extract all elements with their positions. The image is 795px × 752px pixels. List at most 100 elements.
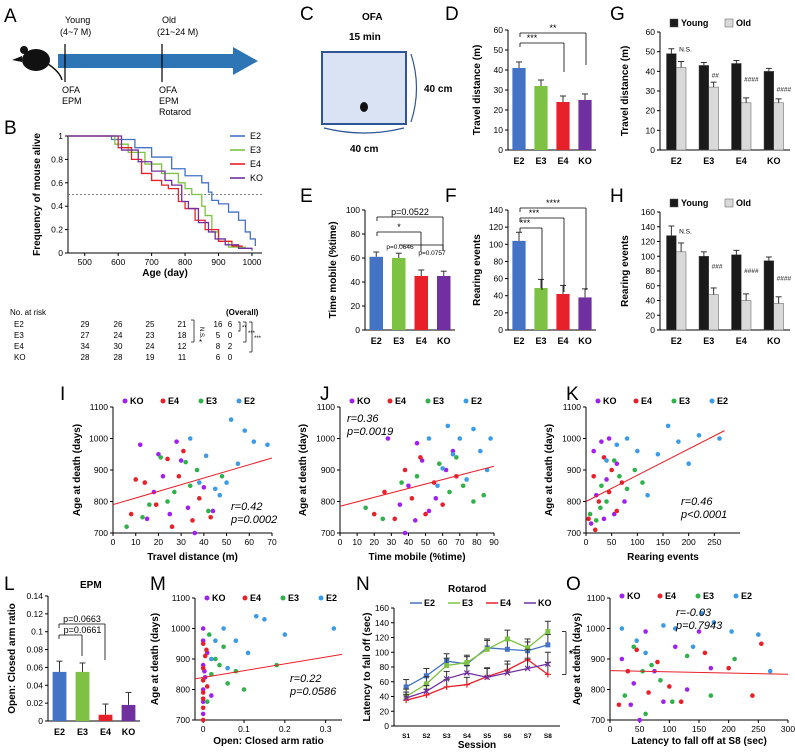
marker-KO xyxy=(403,695,410,701)
marker-E2 xyxy=(423,673,429,679)
y-tick-label: 120 xyxy=(641,237,655,247)
legend-dot-E3 xyxy=(198,398,204,404)
point-E2 xyxy=(464,477,469,482)
legend-label-E4: E4 xyxy=(168,396,179,406)
y-tick-label: 80 xyxy=(494,256,504,266)
point-E4 xyxy=(200,690,206,695)
legend-swatch-Young xyxy=(669,198,679,208)
stat-r: r=0.42 xyxy=(231,501,263,513)
x-tick-label: 20 xyxy=(369,537,379,547)
y-tick-label: 900 xyxy=(567,465,581,475)
point-KO xyxy=(672,644,678,650)
y-axis-label: Age at death (days) xyxy=(72,424,83,516)
point-E2 xyxy=(488,436,493,441)
x-tick-label: 10 xyxy=(131,537,141,547)
point-E2 xyxy=(471,426,476,432)
y-axis-label: Travel distance (m) xyxy=(472,45,483,136)
point-E3 xyxy=(624,486,630,492)
point-E2 xyxy=(251,439,257,444)
sig-label: *** xyxy=(520,218,531,228)
point-E2 xyxy=(187,436,193,441)
legend-label-E2: E2 xyxy=(471,396,482,406)
point-KO xyxy=(588,521,594,526)
risk-value: 6 xyxy=(228,320,233,329)
y-tick-label: 20 xyxy=(380,706,390,716)
sig-label: ## xyxy=(712,72,720,79)
point-E4 xyxy=(392,516,398,522)
x-tick-label: 600 xyxy=(111,257,125,267)
point-E4 xyxy=(606,489,612,495)
y-tick-label: 40 xyxy=(380,692,390,702)
category-label-S2: S2 xyxy=(422,733,430,740)
y-tick-label: 0 xyxy=(38,716,43,726)
bar-KO xyxy=(437,276,451,330)
point-E2 xyxy=(619,626,625,631)
risk-value: 24 xyxy=(114,331,123,340)
point-E2 xyxy=(331,626,337,631)
point-E2 xyxy=(696,433,702,438)
legend-label-E2: E2 xyxy=(741,591,752,601)
x-tick-label: 70 xyxy=(267,537,277,547)
point-E3 xyxy=(221,644,226,650)
stat-p: p<0.0001 xyxy=(680,509,727,521)
legend-dot-KO xyxy=(595,398,601,404)
rotarod-line-E3 xyxy=(405,631,549,698)
category-label-E4: E4 xyxy=(416,336,427,346)
y-tick-label: 40 xyxy=(351,277,361,287)
y-tick-label: 900 xyxy=(176,654,190,664)
y-tick-label: 120 xyxy=(489,222,503,232)
category-label-E3: E3 xyxy=(703,336,714,346)
point-E3 xyxy=(471,499,476,504)
point-E3 xyxy=(447,489,452,495)
sig-label: N.S. xyxy=(198,327,204,339)
x-tick-label: 20 xyxy=(154,537,164,547)
risk-row-label: KO xyxy=(14,353,26,362)
point-E3 xyxy=(631,644,637,650)
point-E2 xyxy=(756,632,761,637)
sig-label: * xyxy=(199,338,202,347)
stat-r: r=-0.03 xyxy=(676,607,712,619)
legend-label-Young: Young xyxy=(681,198,708,208)
x-tick-label: 0 xyxy=(608,724,613,734)
x-tick-label: 60 xyxy=(438,537,448,547)
sig-label: p=0.0661 xyxy=(64,625,102,635)
marker-KO xyxy=(463,669,470,676)
point-E2 xyxy=(645,492,650,498)
point-E2 xyxy=(614,442,620,448)
y-tick-label: 0 xyxy=(650,145,655,155)
category-label-S7: S7 xyxy=(524,733,532,740)
category-label-E4: E4 xyxy=(557,156,568,166)
point-E3 xyxy=(649,662,654,668)
point-E2 xyxy=(253,614,259,619)
legend-dot-E2 xyxy=(236,398,242,404)
point-E3 xyxy=(399,480,404,485)
old-test: Rotarod xyxy=(159,107,191,117)
young-test: OFA xyxy=(62,85,80,95)
y-tick-label: 120 xyxy=(375,633,389,643)
point-KO xyxy=(385,436,391,441)
ofa-title: OFA xyxy=(362,12,383,23)
old-label: Old xyxy=(162,15,176,25)
y-tick-label: 0 xyxy=(355,325,360,335)
point-E2 xyxy=(282,632,288,637)
regression-line xyxy=(585,430,725,502)
point-E2 xyxy=(245,650,251,656)
x-tick-label: 0 xyxy=(111,537,116,547)
risk-row-label: E2 xyxy=(14,320,24,329)
x-tick-label: 150 xyxy=(656,537,670,547)
marker-E3 xyxy=(484,646,490,652)
category-label-S8: S8 xyxy=(544,733,552,740)
legend-dot-E4 xyxy=(160,398,166,404)
x-tick-label: 200 xyxy=(682,537,696,547)
x-tick-label: 200 xyxy=(722,724,736,734)
x-tick-label: 100 xyxy=(662,724,676,734)
legend-dot-E3 xyxy=(425,398,431,404)
x-tick-label: 0 xyxy=(584,537,589,547)
point-E4 xyxy=(667,684,672,689)
legend-label-Old: Old xyxy=(736,198,751,208)
category-label-KO: KO xyxy=(122,727,136,737)
point-E3 xyxy=(219,474,225,479)
risk-value: 26 xyxy=(114,320,123,329)
point-E3 xyxy=(183,459,188,465)
